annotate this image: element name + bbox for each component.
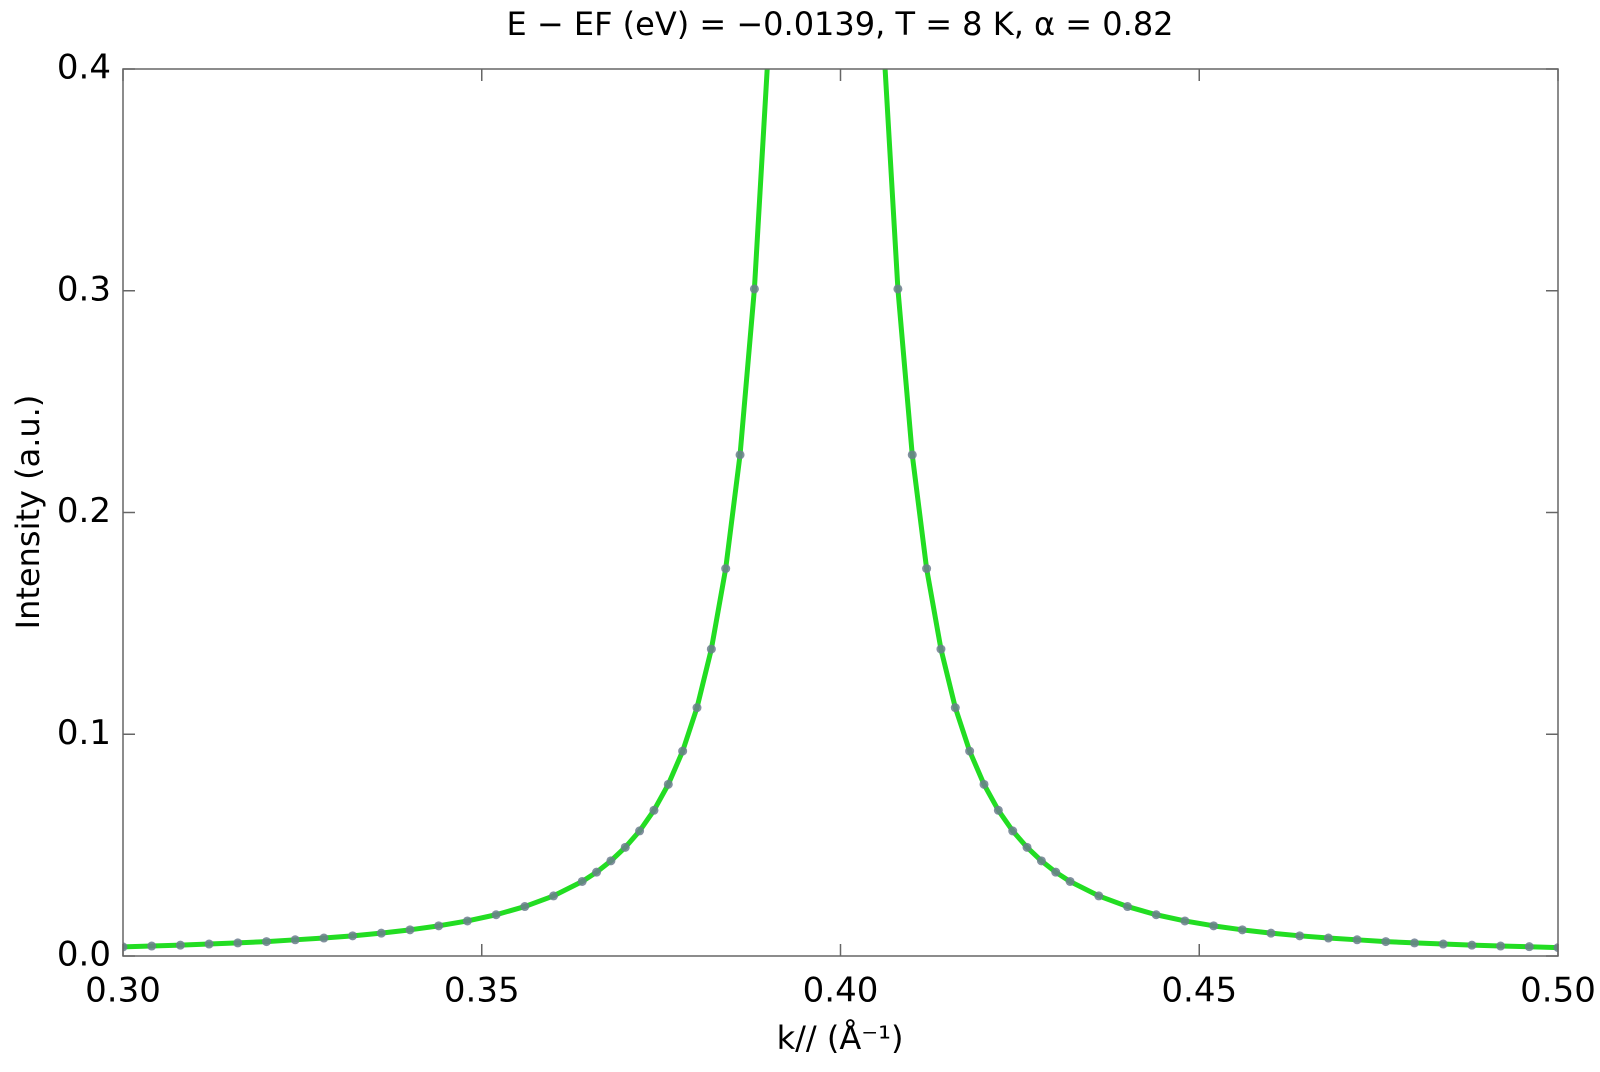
data-point	[405, 925, 415, 935]
data-point	[1123, 902, 1132, 912]
plot-area	[123, 69, 1558, 953]
data-point	[721, 564, 731, 574]
data-point	[620, 842, 630, 852]
data-point	[950, 703, 960, 713]
data-point	[1352, 935, 1362, 945]
data-point	[907, 450, 917, 460]
data-point	[462, 916, 472, 926]
data-point	[635, 826, 645, 836]
data-point	[1065, 876, 1075, 886]
data-point	[1323, 933, 1333, 943]
data-point	[549, 891, 558, 901]
data-point	[1180, 916, 1190, 926]
y-tick-label: 0.2	[57, 491, 111, 531]
data-point	[577, 876, 587, 886]
data-point	[1151, 910, 1161, 920]
data-point	[262, 937, 271, 947]
data-point	[1410, 938, 1419, 948]
x-axis-label: k// (Å⁻¹)	[777, 1019, 904, 1057]
data-point	[520, 902, 530, 912]
data-point	[606, 856, 616, 866]
data-point	[922, 564, 932, 574]
x-tick-label: 0.40	[803, 971, 879, 1011]
data-point	[649, 805, 659, 815]
data-point	[147, 941, 157, 951]
data-point	[1237, 925, 1247, 935]
data-point	[1051, 867, 1061, 877]
data-point	[1266, 928, 1276, 938]
data-point	[1008, 826, 1018, 836]
data-point	[692, 703, 702, 713]
y-tick-label: 0.3	[57, 269, 111, 309]
data-point	[1467, 940, 1477, 950]
data-point	[663, 779, 673, 789]
data-point	[348, 931, 358, 941]
data-point	[706, 644, 716, 654]
data-point	[1524, 942, 1534, 952]
data-point	[175, 940, 185, 950]
data-point	[1295, 931, 1305, 941]
fit-line	[123, 69, 1558, 949]
data-point	[233, 938, 243, 948]
data-point	[434, 921, 444, 931]
data-point	[1036, 856, 1046, 866]
data-point	[1094, 891, 1104, 901]
data-point	[678, 746, 688, 756]
data-point	[204, 939, 214, 949]
x-tick-label: 0.45	[1161, 971, 1237, 1011]
data-point	[123, 942, 128, 952]
data-point	[749, 284, 759, 294]
y-tick-label: 0.1	[57, 713, 111, 753]
data-point	[1496, 941, 1506, 951]
data-point	[965, 746, 975, 756]
data-point	[1553, 943, 1558, 953]
x-tick-label: 0.30	[85, 971, 161, 1011]
y-tick-label: 0.0	[57, 935, 111, 975]
data-point	[319, 933, 329, 943]
fit-line	[123, 69, 1558, 951]
data-point	[290, 935, 300, 945]
data-point	[735, 450, 745, 460]
data-point	[979, 779, 989, 789]
data-point	[1381, 937, 1391, 947]
data-point	[936, 644, 946, 654]
data-point	[376, 928, 386, 938]
chart-title: E − EF (eV) = −0.0139, T = 8 K, α = 0.82	[506, 5, 1173, 43]
data-point	[1022, 842, 1032, 852]
x-tick-label: 0.35	[444, 971, 520, 1011]
plot-frame	[122, 68, 1559, 957]
y-tick-label: 0.4	[57, 48, 111, 88]
x-tick-label: 0.50	[1520, 971, 1596, 1011]
data-point	[491, 910, 501, 920]
data-point	[993, 805, 1003, 815]
data-point	[1209, 921, 1219, 931]
y-axis-label: Intensity (a.u.)	[9, 395, 47, 630]
data-point	[592, 867, 602, 877]
data-point	[1438, 939, 1448, 949]
data-point	[893, 284, 903, 294]
